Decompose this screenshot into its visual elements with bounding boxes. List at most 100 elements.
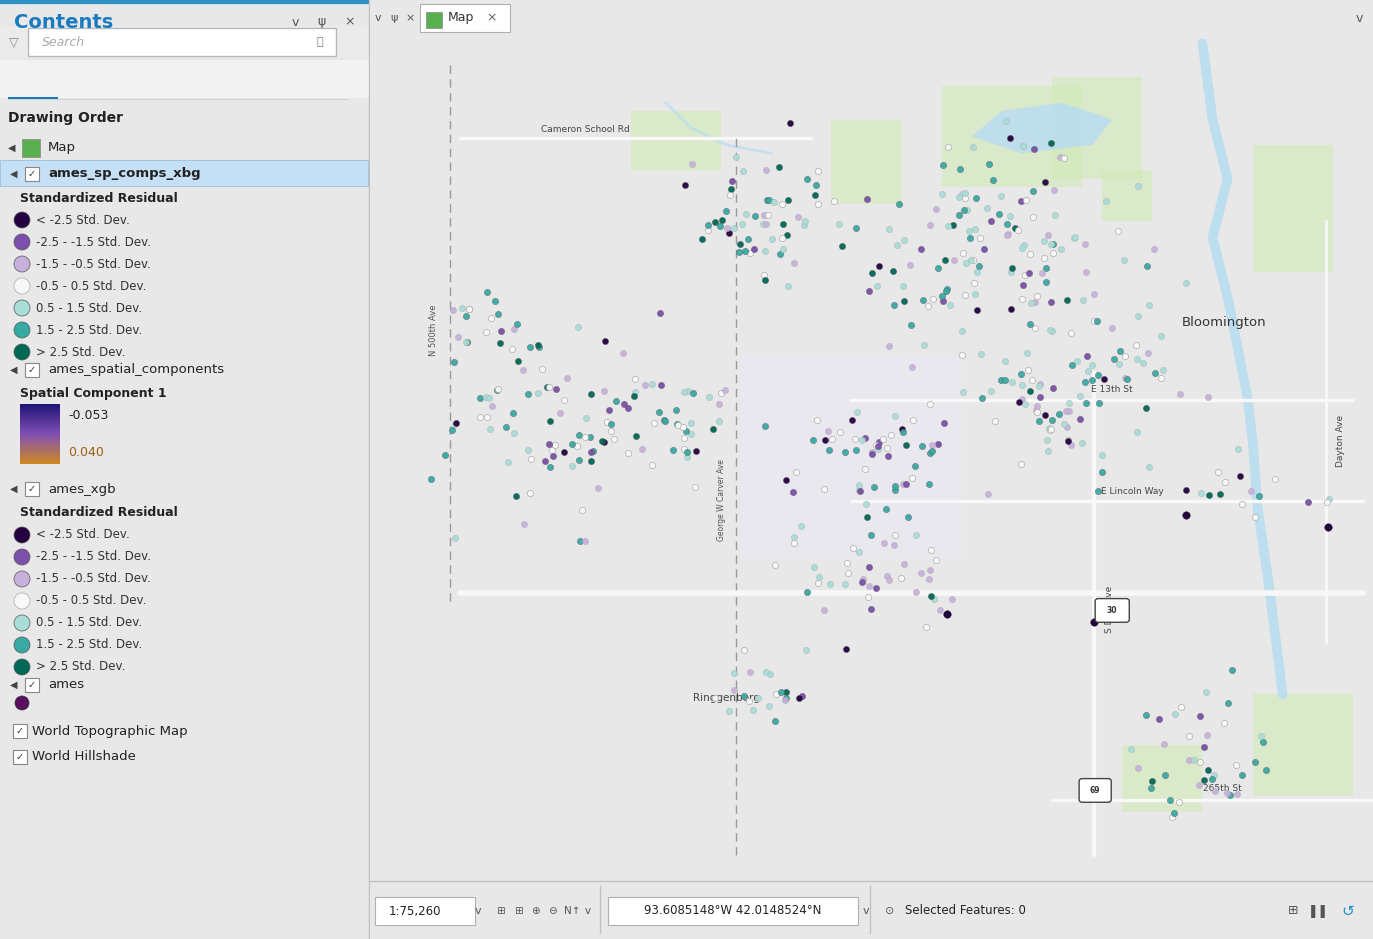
Bar [0, 160, 368, 186]
Text: ✓: ✓ [16, 726, 25, 736]
Circle shape [14, 615, 30, 631]
Text: 0.5 - 1.5 Std. Dev.: 0.5 - 1.5 Std. Dev. [36, 301, 143, 315]
Text: ames_spatial_components: ames_spatial_components [48, 363, 224, 377]
Circle shape [14, 234, 30, 250]
Text: ×: × [486, 11, 497, 24]
Bar [21, 444, 60, 446]
Bar [21, 439, 60, 441]
Bar [1252, 145, 1333, 271]
Circle shape [14, 256, 30, 272]
Text: ⊞: ⊞ [496, 906, 504, 916]
Bar [21, 420, 60, 422]
Text: 🔍: 🔍 [317, 37, 323, 47]
Circle shape [14, 344, 30, 360]
Text: < -2.5 Std. Dev.: < -2.5 Std. Dev. [36, 529, 130, 542]
Text: 0.5 - 1.5 Std. Dev.: 0.5 - 1.5 Std. Dev. [36, 617, 143, 629]
Circle shape [14, 571, 30, 587]
Text: E 13th St: E 13th St [1092, 385, 1133, 394]
Text: ✓: ✓ [27, 365, 36, 375]
Text: -1.5 - -0.5 Std. Dev.: -1.5 - -0.5 Std. Dev. [36, 573, 151, 586]
Bar [21, 457, 60, 459]
Text: ✓: ✓ [27, 680, 36, 690]
Bar [21, 417, 60, 419]
Bar [21, 419, 60, 421]
Bar [21, 438, 60, 440]
Text: ×: × [405, 13, 415, 23]
Text: ◀: ◀ [10, 169, 18, 179]
FancyBboxPatch shape [1096, 599, 1129, 623]
Bar [21, 422, 60, 423]
FancyBboxPatch shape [25, 482, 38, 496]
FancyBboxPatch shape [608, 897, 858, 925]
Bar [21, 429, 60, 431]
Text: v: v [1355, 11, 1363, 24]
Bar [21, 460, 60, 463]
Bar [21, 404, 60, 406]
Bar [21, 445, 60, 448]
Bar [185, 72, 207, 94]
Text: E Lincoln Way: E Lincoln Way [1101, 486, 1164, 496]
Text: v: v [475, 906, 482, 916]
Bar [21, 426, 60, 428]
Text: v: v [864, 906, 869, 916]
Text: Drawing Order: Drawing Order [8, 111, 124, 125]
Text: Dayton Ave: Dayton Ave [1336, 414, 1346, 467]
Bar [21, 459, 60, 461]
Text: -2.5 - -1.5 Std. Dev.: -2.5 - -1.5 Std. Dev. [36, 236, 151, 249]
Text: > 2.5 Std. Dev.: > 2.5 Std. Dev. [36, 346, 125, 359]
FancyBboxPatch shape [25, 167, 38, 181]
Bar [21, 434, 60, 436]
FancyBboxPatch shape [12, 750, 27, 764]
Circle shape [14, 300, 30, 316]
Text: ◀: ◀ [10, 680, 18, 690]
Text: ames: ames [48, 679, 84, 691]
Text: ✓: ✓ [16, 752, 25, 762]
Bar [21, 441, 60, 443]
Text: World Topographic Map: World Topographic Map [32, 725, 188, 737]
Bar [148, 72, 170, 94]
Text: 1.5 - 2.5 Std. Dev.: 1.5 - 2.5 Std. Dev. [36, 324, 143, 336]
FancyBboxPatch shape [375, 897, 475, 925]
Bar [8, 99, 347, 100]
Text: -0.5 - 0.5 Std. Dev.: -0.5 - 0.5 Std. Dev. [36, 280, 147, 293]
Bar [630, 111, 721, 170]
Text: ames_sp_comps_xbg: ames_sp_comps_xbg [48, 167, 200, 180]
Text: Map: Map [48, 142, 76, 155]
Text: -0.5 - 0.5 Std. Dev.: -0.5 - 0.5 Std. Dev. [36, 594, 147, 608]
Text: ⊞: ⊞ [514, 906, 522, 916]
Text: Selected Features: 0: Selected Features: 0 [905, 904, 1026, 917]
Circle shape [14, 549, 30, 565]
Text: ❚❚: ❚❚ [1307, 904, 1329, 917]
Text: 93.6085148°W 42.0148524°N: 93.6085148°W 42.0148524°N [644, 904, 821, 917]
Text: 30: 30 [1107, 606, 1118, 615]
Text: v: v [291, 16, 299, 28]
Bar [21, 462, 60, 464]
Bar [942, 85, 1082, 187]
Text: -2.5 - -1.5 Std. Dev.: -2.5 - -1.5 Std. Dev. [36, 550, 151, 563]
Bar [21, 442, 60, 444]
Text: Spatial Component 1: Spatial Component 1 [21, 388, 166, 401]
Text: ▽: ▽ [10, 36, 19, 49]
Text: Standardized Residual: Standardized Residual [21, 192, 177, 205]
Bar [21, 411, 60, 413]
FancyBboxPatch shape [25, 678, 38, 692]
Bar [21, 408, 60, 410]
Bar [21, 405, 60, 407]
Bar [8, 97, 58, 100]
FancyBboxPatch shape [420, 4, 509, 32]
Text: ψ: ψ [319, 16, 327, 28]
Text: Map: Map [448, 11, 475, 24]
Bar [21, 409, 60, 411]
Bar [1052, 77, 1142, 178]
Text: George W Carver Ave: George W Carver Ave [717, 459, 725, 541]
Circle shape [14, 659, 30, 675]
FancyBboxPatch shape [25, 363, 38, 377]
Text: N↑: N↑ [564, 906, 581, 916]
Circle shape [14, 322, 30, 338]
Bar [21, 424, 60, 426]
Text: > 2.5 Std. Dev.: > 2.5 Std. Dev. [36, 660, 125, 673]
Bar [21, 450, 60, 452]
Bar [21, 453, 60, 455]
Bar [21, 452, 60, 454]
Bar [21, 415, 60, 418]
